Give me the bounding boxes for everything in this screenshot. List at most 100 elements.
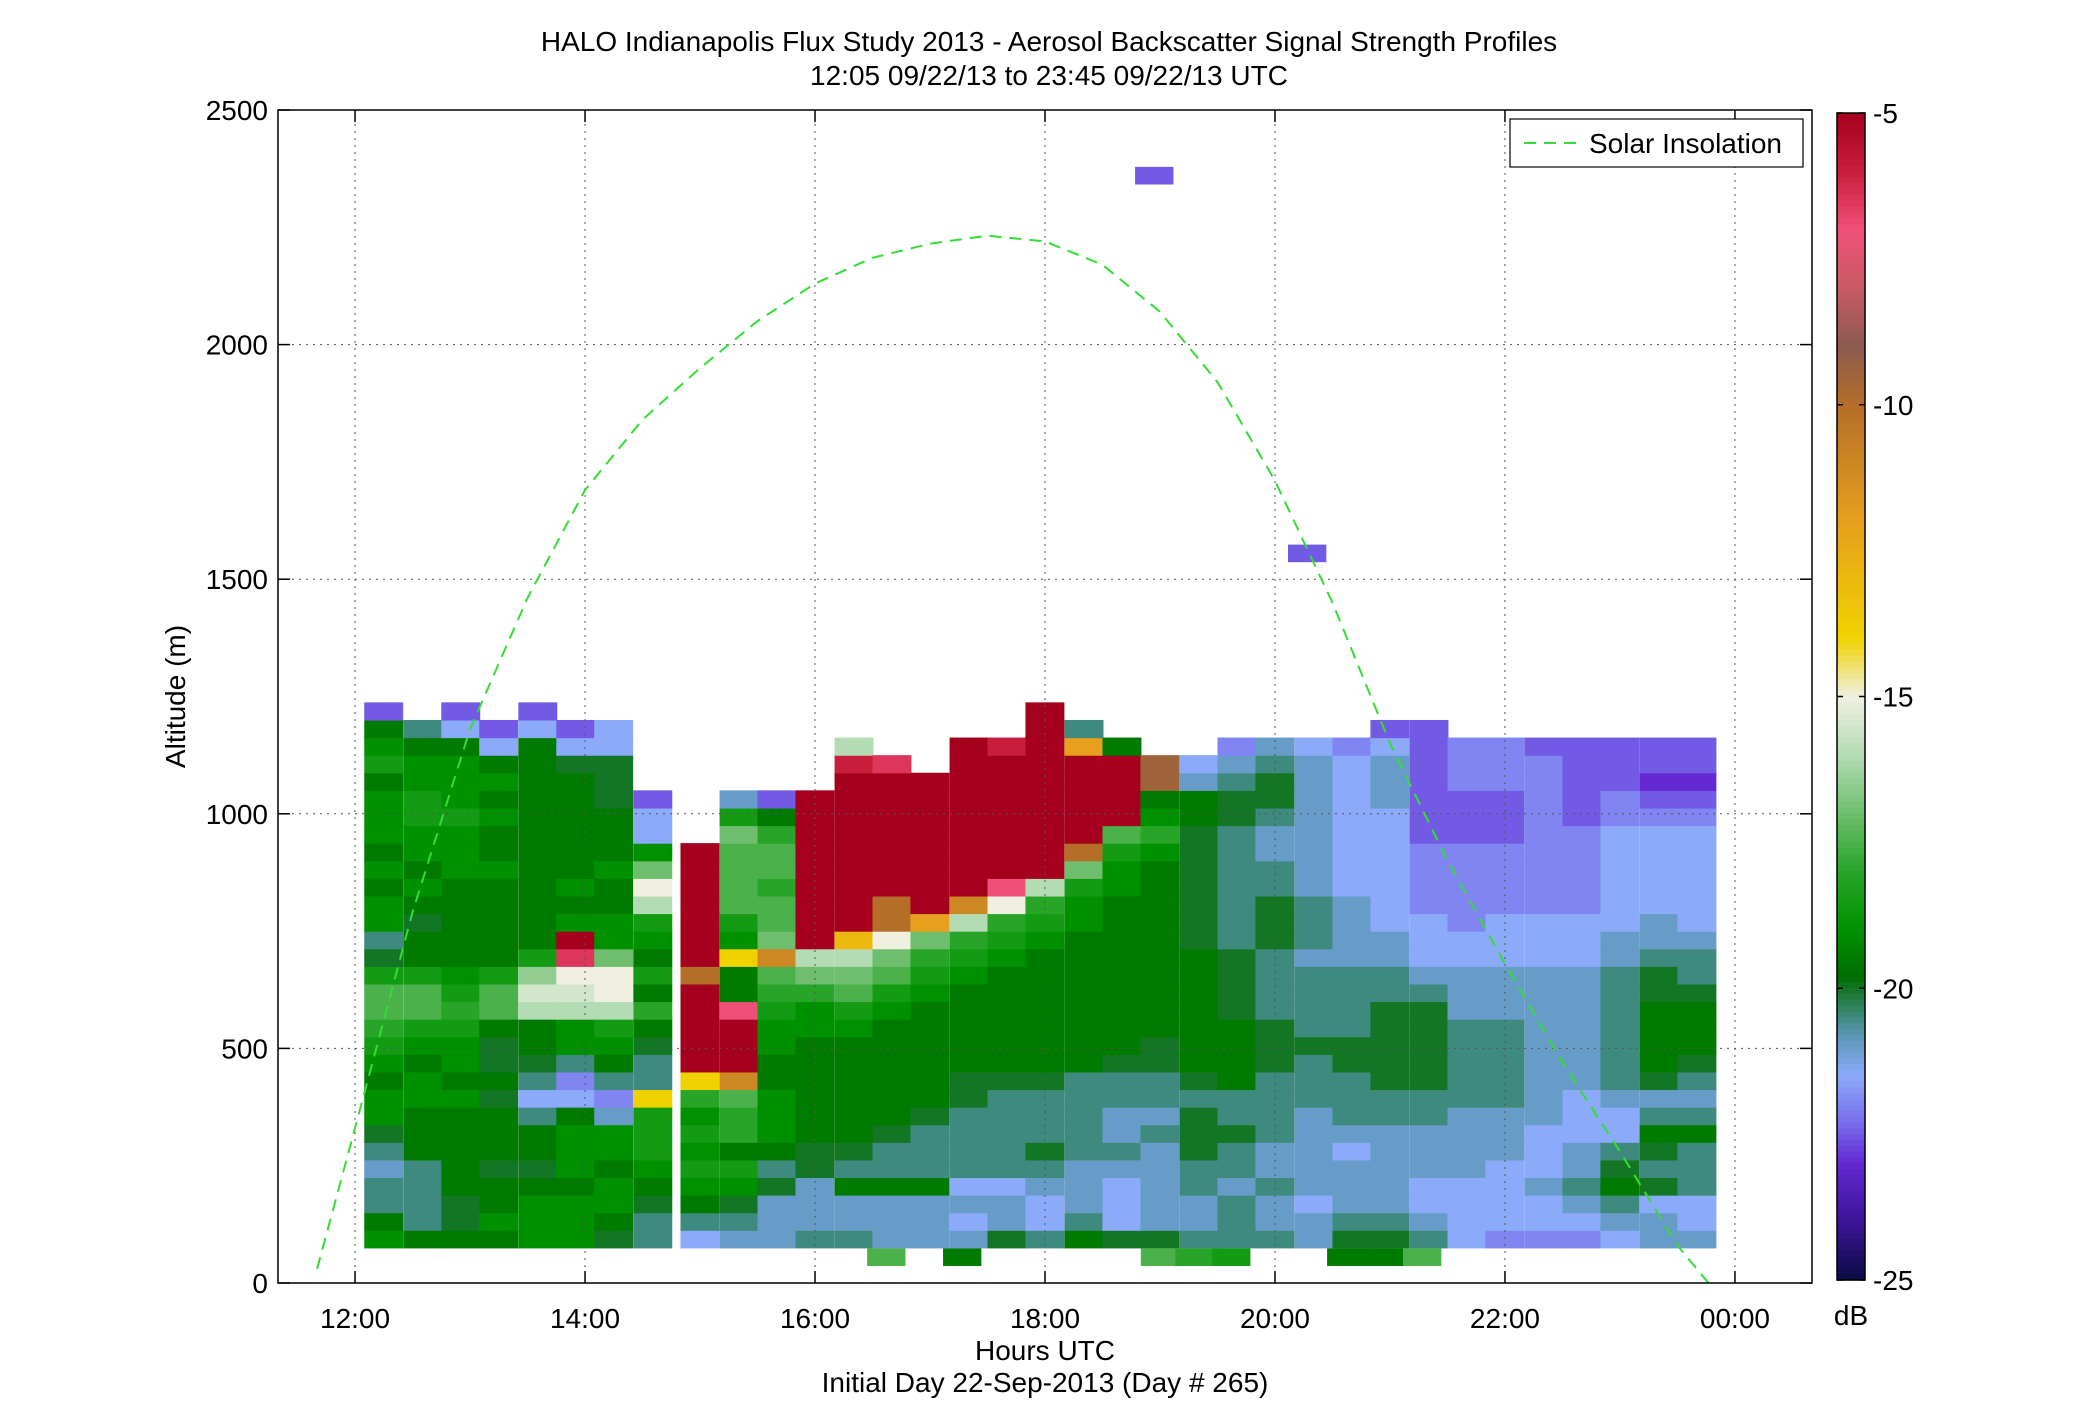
heatmap-cell: [633, 1001, 673, 1020]
heatmap-cell: [1140, 1195, 1180, 1214]
colorbar-segment: [1837, 620, 1865, 628]
heatmap-cell: [1294, 1089, 1334, 1108]
heatmap-cell: [1217, 878, 1257, 897]
heatmap-cell: [633, 1107, 673, 1126]
heatmap-cell: [633, 1019, 673, 1038]
heatmap-cell: [1447, 1036, 1487, 1055]
heatmap-cell: [1562, 1212, 1602, 1231]
heatmap-cell: [1409, 931, 1449, 950]
colorbar-segment: [1837, 1209, 1865, 1217]
heatmap-cell: [479, 1071, 519, 1091]
colorbar-segment: [1837, 1198, 1865, 1205]
heatmap-cell: [479, 1212, 519, 1231]
heatmap-cell: [556, 719, 596, 739]
colorbar-segment: [1837, 749, 1865, 756]
heatmap-cell: [910, 983, 950, 1003]
heatmap-cell: [556, 772, 596, 791]
heatmap-cell: [987, 790, 1027, 809]
colorbar-tick-label: -10: [1873, 390, 1913, 421]
heatmap-cell: [1409, 1107, 1449, 1126]
heatmap-cell: [1294, 755, 1334, 774]
heatmap-cell: [1409, 948, 1449, 967]
heatmap-cell: [834, 948, 874, 967]
heatmap-cell: [441, 1124, 481, 1143]
heatmap-cell: [872, 1177, 912, 1196]
heatmap-cell: [1025, 860, 1065, 879]
heatmap-cell: [872, 825, 912, 844]
colorbar-segment: [1837, 253, 1865, 260]
heatmap-cell: [556, 983, 596, 1003]
heatmap-cell: [834, 772, 874, 791]
heatmap-cell: [1562, 772, 1602, 791]
heatmap-cell: [1524, 1177, 1564, 1196]
heatmap-cell: [1524, 790, 1564, 809]
heatmap-cell: [949, 1195, 989, 1214]
heatmap-cell: [1179, 860, 1219, 879]
heatmap-cell: [364, 702, 404, 721]
heatmap-cell: [518, 913, 558, 932]
heatmap-cell: [987, 931, 1027, 950]
heatmap-cell: [949, 737, 989, 756]
heatmap-cell: [910, 772, 950, 791]
heatmap-cell: [441, 1177, 481, 1196]
heatmap-cell: [594, 931, 634, 950]
heatmap-cell: [364, 719, 404, 739]
heatmap-cell: [987, 1001, 1027, 1020]
heatmap-cell: [1562, 931, 1602, 950]
heatmap-cell: [1064, 772, 1104, 791]
heatmap-cell: [1332, 1195, 1372, 1214]
heatmap-cell: [1370, 737, 1410, 756]
heatmap-cell: [518, 1124, 558, 1143]
heatmap-cell: [1025, 825, 1065, 844]
heatmap-cell: [1524, 1142, 1564, 1161]
heatmap-cell: [795, 1071, 835, 1091]
heatmap-cell: [556, 1212, 596, 1231]
heatmap-cell: [949, 772, 989, 791]
heatmap-cell: [518, 1212, 558, 1231]
heatmap-cell: [872, 895, 912, 915]
heatmap-cell: [1677, 983, 1717, 1003]
heatmap-cell: [1639, 1036, 1679, 1055]
colorbar-segment: [1837, 801, 1865, 808]
heatmap-cell: [680, 1195, 720, 1214]
heatmap-cell: [1370, 1019, 1410, 1038]
heatmap-cell: [1064, 1230, 1104, 1249]
heatmap-cell: [364, 843, 404, 862]
heatmap-cell: [1064, 1054, 1104, 1073]
heatmap-cell: [1409, 755, 1449, 774]
heatmap-cell: [441, 1054, 481, 1073]
colorbar-segment: [1837, 148, 1865, 155]
heatmap-cell: [1677, 790, 1717, 809]
heatmap-cell: [1140, 966, 1180, 985]
heatmap-cell: [872, 772, 912, 791]
heatmap-cell: [556, 1159, 596, 1179]
heatmap-cell: [556, 860, 596, 879]
colorbar-segment: [1837, 428, 1865, 435]
heatmap-cell: [1677, 1071, 1717, 1091]
heatmap-cell: [1370, 1212, 1410, 1231]
heatmap-cell: [479, 913, 519, 932]
colorbar-segment: [1837, 912, 1865, 919]
heatmap-cell: [872, 1212, 912, 1231]
heatmap-cell: [1562, 860, 1602, 879]
heatmap-cell: [1217, 1230, 1257, 1249]
heatmap-cell: [1217, 825, 1257, 844]
heatmap-cell: [910, 1089, 950, 1108]
heatmap-cell: [910, 1054, 950, 1073]
heatmap-cell: [1447, 878, 1487, 897]
heatmap-cell: [1370, 1107, 1410, 1126]
heatmap-cell: [1600, 1177, 1640, 1196]
heatmap-cell: [680, 843, 720, 862]
heatmap-cell: [795, 825, 835, 844]
heatmap-cell: [719, 1019, 759, 1038]
heatmap-cell: [556, 1001, 596, 1020]
heatmap-cell: [594, 1177, 634, 1196]
heatmap-cell: [1064, 931, 1104, 950]
colorbar-segment: [1837, 1122, 1865, 1129]
heatmap-cell: [518, 1142, 558, 1161]
heatmap-cell: [680, 1036, 720, 1055]
heatmap-cell: [364, 1212, 404, 1231]
heatmap-cell: [872, 948, 912, 967]
colorbar-segment: [1837, 824, 1865, 832]
heatmap-cell: [1332, 825, 1372, 844]
